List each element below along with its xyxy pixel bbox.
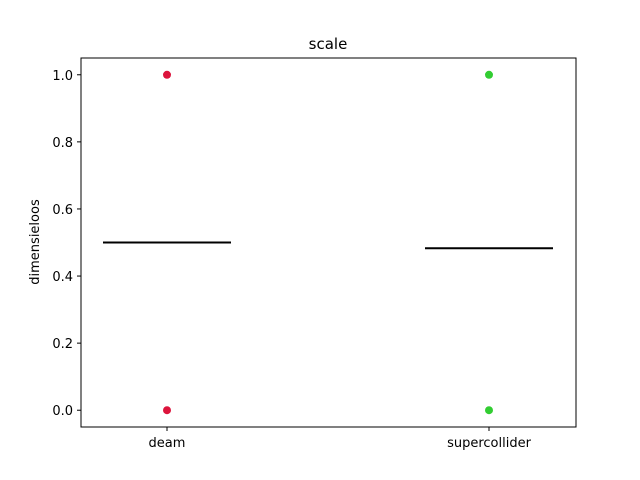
y-tick-label: 0.2	[52, 337, 73, 352]
x-tick-label: deam	[149, 436, 186, 451]
x-axis: deam supercollider	[149, 427, 532, 451]
x-tick-label: supercollider	[447, 436, 532, 451]
y-tick-label: 0.4	[52, 270, 73, 285]
chart-title: scale	[309, 35, 348, 53]
data-point-deam	[163, 70, 171, 79]
y-tick-label: 0.6	[52, 203, 73, 218]
y-tick-label: 1.0	[52, 69, 73, 84]
y-tick-label: 0.0	[52, 404, 73, 419]
y-axis-label: dimensieloos	[28, 199, 43, 285]
y-tick-label: 0.8	[52, 136, 73, 151]
chart-marks	[103, 70, 553, 415]
y-axis: 0.0 0.2 0.4 0.6 0.8 1.0	[52, 69, 81, 419]
data-point-deam	[163, 406, 171, 415]
data-point-supercollider	[485, 406, 493, 415]
plot-area-frame	[80, 57, 577, 428]
data-point-supercollider	[485, 70, 493, 79]
